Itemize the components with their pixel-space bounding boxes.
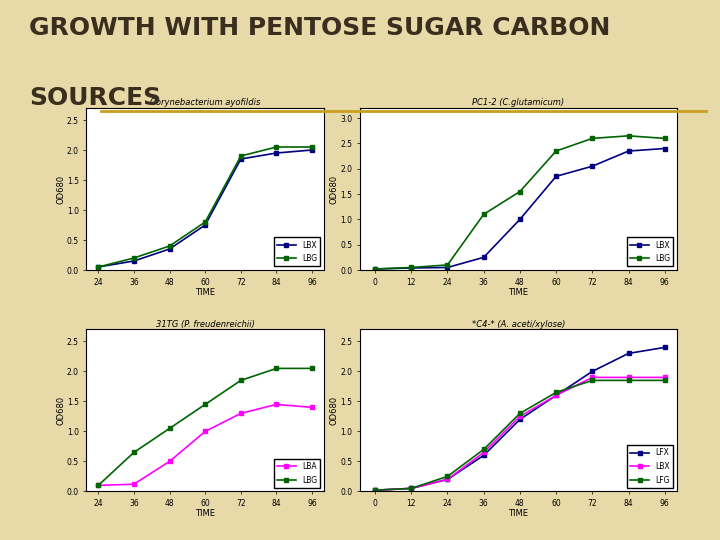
X-axis label: TIME: TIME: [195, 509, 215, 518]
Title: Corynebacterium ayofildis: Corynebacterium ayofildis: [150, 98, 261, 107]
Y-axis label: OD680: OD680: [56, 396, 66, 425]
X-axis label: TIME: TIME: [195, 288, 215, 297]
Y-axis label: OD680: OD680: [330, 396, 339, 425]
Title: PC1-2 (C.glutamicum): PC1-2 (C.glutamicum): [472, 98, 564, 107]
X-axis label: TIME: TIME: [508, 288, 528, 297]
Title: 31TG (P. freudenreichii): 31TG (P. freudenreichii): [156, 320, 255, 329]
X-axis label: TIME: TIME: [508, 509, 528, 518]
Text: SOURCES: SOURCES: [29, 86, 161, 110]
Legend: LBX, LBG: LBX, LBG: [274, 238, 320, 266]
Legend: LBX, LBG: LBX, LBG: [626, 238, 673, 266]
Y-axis label: OD680: OD680: [56, 174, 66, 204]
Title: *C4-* (A. aceti/xylose): *C4-* (A. aceti/xylose): [472, 320, 565, 329]
Y-axis label: OD680: OD680: [330, 174, 339, 204]
Legend: LBA, LBG: LBA, LBG: [274, 459, 320, 488]
Legend: LFX, LBX, LFG: LFX, LBX, LFG: [627, 446, 673, 488]
Text: GROWTH WITH PENTOSE SUGAR CARBON: GROWTH WITH PENTOSE SUGAR CARBON: [29, 16, 610, 40]
